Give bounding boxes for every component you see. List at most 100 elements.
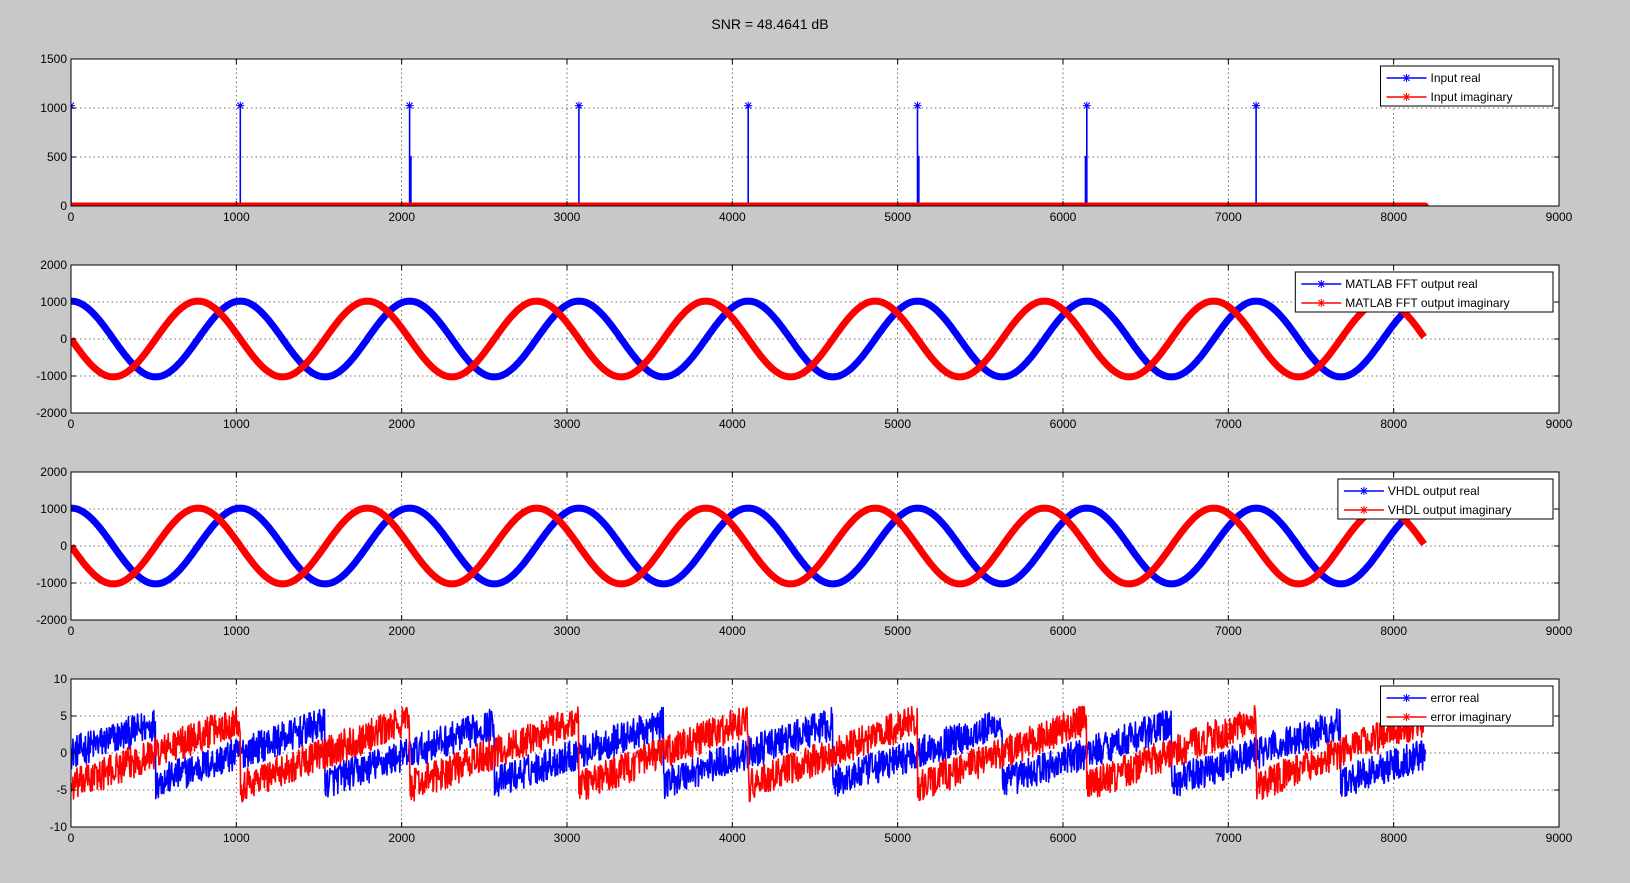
x-tick-label: 0: [68, 831, 75, 845]
x-tick-label: 6000: [1050, 210, 1077, 224]
x-tick-label: 3000: [554, 210, 581, 224]
x-tick-label: 8000: [1380, 831, 1407, 845]
series-vhdl-output-real: [71, 504, 1427, 588]
legend: VHDL output real VHDL output imaginary: [1337, 478, 1554, 520]
legend-marker: [1402, 694, 1411, 702]
y-tick-label: 1500: [40, 52, 67, 66]
x-tick-label: 0: [68, 624, 75, 638]
x-tick-label: 2000: [388, 417, 415, 431]
x-tick-label: 9000: [1546, 210, 1573, 224]
subplot-input: 0 1000 2000 3000 4000 5000 6000 7000 8000 9000 0 50…: [40, 52, 1572, 224]
series-vhdl-output-imaginary: [71, 504, 1427, 588]
axes-box: [70, 58, 1560, 207]
legend-label: MATLAB FFT output real: [1345, 277, 1477, 291]
legend: MATLAB FFT output real MATLAB FFT output …: [1294, 271, 1554, 313]
y-tick-label: 2000: [40, 465, 67, 479]
data-layer: [71, 297, 1427, 381]
x-tick-label: 7000: [1215, 624, 1242, 638]
y-tick-label: 0: [60, 539, 67, 553]
legend-box: [1380, 685, 1554, 727]
series-error-imaginary: [71, 704, 1426, 803]
legend-label: error imaginary: [1431, 710, 1512, 724]
y-tick-label: 0: [60, 746, 67, 760]
y-tick-label: -2000: [36, 613, 67, 627]
x-tick-label: 7000: [1215, 210, 1242, 224]
x-tick-label: 9000: [1546, 624, 1573, 638]
legend-marker: [1359, 487, 1368, 495]
series-matlab-fft-output-imaginary: [71, 297, 1427, 381]
x-tick-label: 4000: [719, 210, 746, 224]
legend-label: VHDL output real: [1388, 484, 1480, 498]
x-tick-label: 7000: [1215, 417, 1242, 431]
tick-labels: 0 1000 2000 3000 4000 5000 6000 7000 8000 9000 -10…: [50, 672, 1573, 845]
x-tick-label: 1000: [223, 624, 250, 638]
y-tick-label: -5: [56, 783, 67, 797]
x-tick-label: 5000: [884, 210, 911, 224]
x-tick-label: 5000: [884, 417, 911, 431]
y-tick-label: 1000: [40, 101, 67, 115]
figure-title: SNR = 48.4641 dB: [711, 16, 828, 32]
x-tick-label: 5000: [884, 624, 911, 638]
x-tick-label: 0: [68, 417, 75, 431]
legend-box: [1337, 478, 1554, 520]
legend-marker: [1317, 299, 1326, 307]
data-layer: [71, 101, 1429, 206]
x-tick-label: 7000: [1215, 831, 1242, 845]
x-tick-label: 9000: [1546, 417, 1573, 431]
x-tick-label: 5000: [884, 831, 911, 845]
x-tick-label: 8000: [1380, 417, 1407, 431]
x-tick-label: 3000: [554, 417, 581, 431]
x-tick-label: 4000: [719, 624, 746, 638]
series-input-real: [71, 101, 1261, 206]
x-tick-label: 2000: [388, 831, 415, 845]
legend-label: VHDL output imaginary: [1388, 503, 1512, 517]
y-tick-label: -10: [50, 820, 68, 834]
impulse-marker: [913, 101, 922, 110]
legend: Input real Input imaginary: [1380, 65, 1554, 107]
subplot-matlab: 0 1000 2000 3000 4000 5000 6000 7000 8000 9000 -20…: [36, 258, 1572, 431]
legend-label: Input real: [1431, 71, 1481, 85]
impulse-marker: [236, 101, 245, 110]
x-tick-label: 9000: [1546, 831, 1573, 845]
y-tick-label: 2000: [40, 258, 67, 272]
tick-labels: 0 1000 2000 3000 4000 5000 6000 7000 8000 9000 0 50…: [40, 52, 1572, 224]
legend-marker: [1402, 93, 1411, 101]
y-tick-label: -1000: [36, 576, 67, 590]
data-layer: [71, 704, 1426, 803]
subplot-vhdl: 0 1000 2000 3000 4000 5000 6000 7000 8000 9000 -20…: [36, 465, 1572, 638]
subplot-error: 0 1000 2000 3000 4000 5000 6000 7000 8000 9000 -10…: [50, 672, 1573, 845]
legend-marker: [1402, 713, 1411, 721]
tick-labels: 0 1000 2000 3000 4000 5000 6000 7000 8000 9000 -20…: [36, 258, 1572, 431]
x-tick-label: 6000: [1050, 831, 1077, 845]
x-tick-label: 6000: [1050, 417, 1077, 431]
y-tick-label: 500: [47, 150, 67, 164]
x-tick-label: 2000: [388, 624, 415, 638]
impulse-marker: [405, 101, 414, 110]
impulse-marker: [574, 101, 583, 110]
y-tick-label: 1000: [40, 502, 67, 516]
y-tick-label: 0: [60, 199, 67, 213]
legend-marker: [1402, 74, 1411, 82]
x-tick-label: 1000: [223, 831, 250, 845]
y-tick-label: 0: [60, 332, 67, 346]
x-tick-label: 6000: [1050, 624, 1077, 638]
x-tick-label: 4000: [719, 831, 746, 845]
legend-box: [1294, 271, 1554, 313]
y-tick-label: -2000: [36, 406, 67, 420]
x-tick-label: 8000: [1380, 624, 1407, 638]
series-matlab-fft-output-real: [71, 297, 1427, 381]
legend-marker: [1317, 280, 1326, 288]
data-layer: [71, 504, 1427, 588]
x-tick-label: 3000: [554, 624, 581, 638]
tick-labels: 0 1000 2000 3000 4000 5000 6000 7000 8000 9000 -20…: [36, 465, 1572, 638]
impulse-marker: [744, 101, 753, 110]
legend-marker: [1359, 506, 1368, 514]
plot-area: [71, 59, 1559, 206]
x-tick-label: 1000: [223, 417, 250, 431]
y-tick-label: -1000: [36, 369, 67, 383]
y-tick-label: 10: [54, 672, 68, 686]
legend-label: Input imaginary: [1431, 90, 1513, 104]
legend-label: MATLAB FFT output imaginary: [1345, 296, 1509, 310]
x-tick-label: 2000: [388, 210, 415, 224]
